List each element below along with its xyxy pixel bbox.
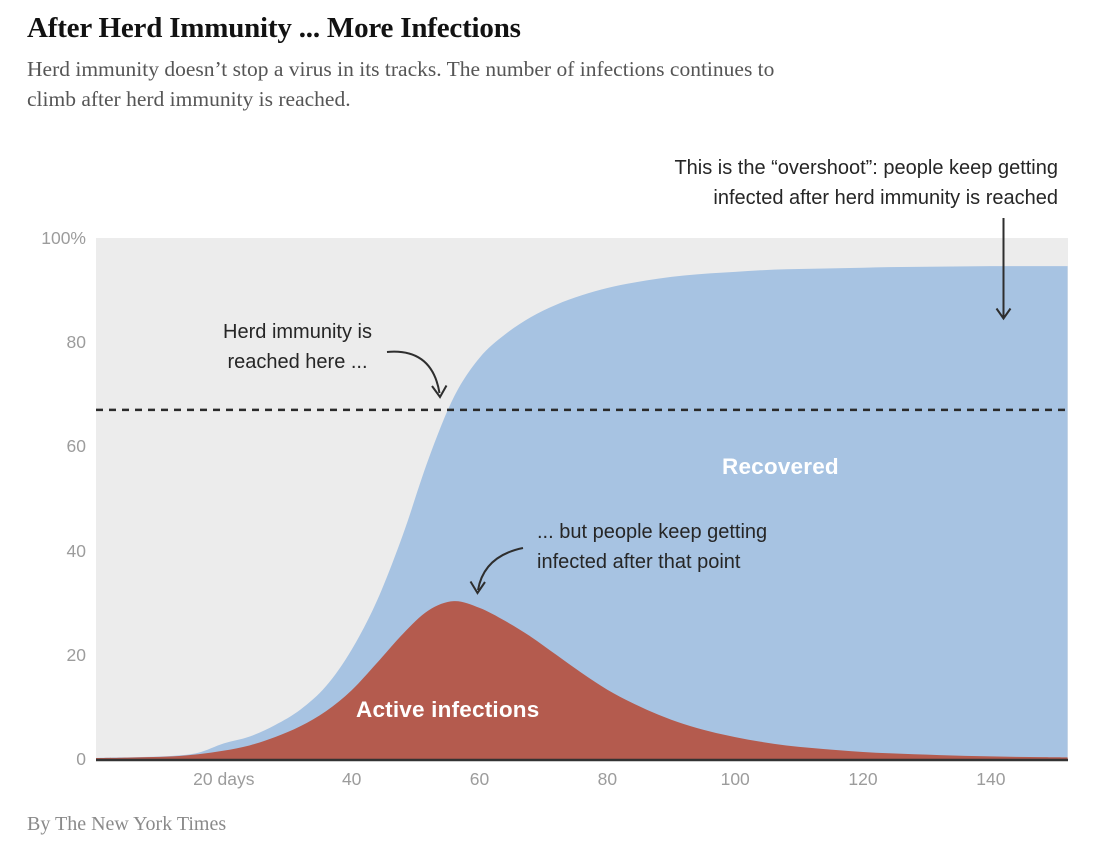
y-axis-tick-20: 20: [66, 644, 86, 665]
page-title: After Herd Immunity ... More Infections: [27, 12, 521, 44]
byline: By The New York Times: [27, 813, 227, 835]
annotation-overshoot: This is the “overshoot”: people keep get…: [674, 157, 1058, 209]
x-axis-tick-20: 20 days: [193, 769, 255, 789]
recovered-area: [96, 266, 1068, 760]
y-axis-tick-80: 80: [66, 332, 86, 353]
x-axis-tick-60: 60: [469, 769, 490, 789]
page-subtitle: Herd immunity doesn’t stop a virus in it…: [27, 57, 775, 111]
x-axis-tick-140: 140: [976, 769, 1006, 789]
x-axis-tick-100: 100: [720, 769, 750, 789]
overshoot-arrow: [995, 218, 1012, 321]
annotation-keep-getting-infected: ... but people keep getting infected aft…: [537, 521, 768, 573]
header: After Herd Immunity ... More Infections …: [27, 10, 1077, 114]
y-axis-tick-60: 60: [66, 436, 86, 457]
label-recovered: Recovered: [722, 454, 839, 479]
active-area: [96, 601, 1068, 760]
x-axis-tick-40: 40: [341, 769, 362, 789]
y-axis-tick-40: 40: [66, 540, 86, 561]
x-axis-tick-120: 120: [848, 769, 878, 789]
label-active-infections: Active infections: [356, 697, 540, 722]
x-axis-tick-80: 80: [597, 769, 618, 789]
annotation-herd-immunity: Herd immunity is reached here ...: [223, 321, 372, 373]
y-axis-tick-0: 0: [76, 749, 86, 769]
y-axis-tick-100: 100%: [41, 228, 86, 248]
herd-arrow: [386, 350, 448, 399]
keep-arrow: [469, 547, 524, 595]
